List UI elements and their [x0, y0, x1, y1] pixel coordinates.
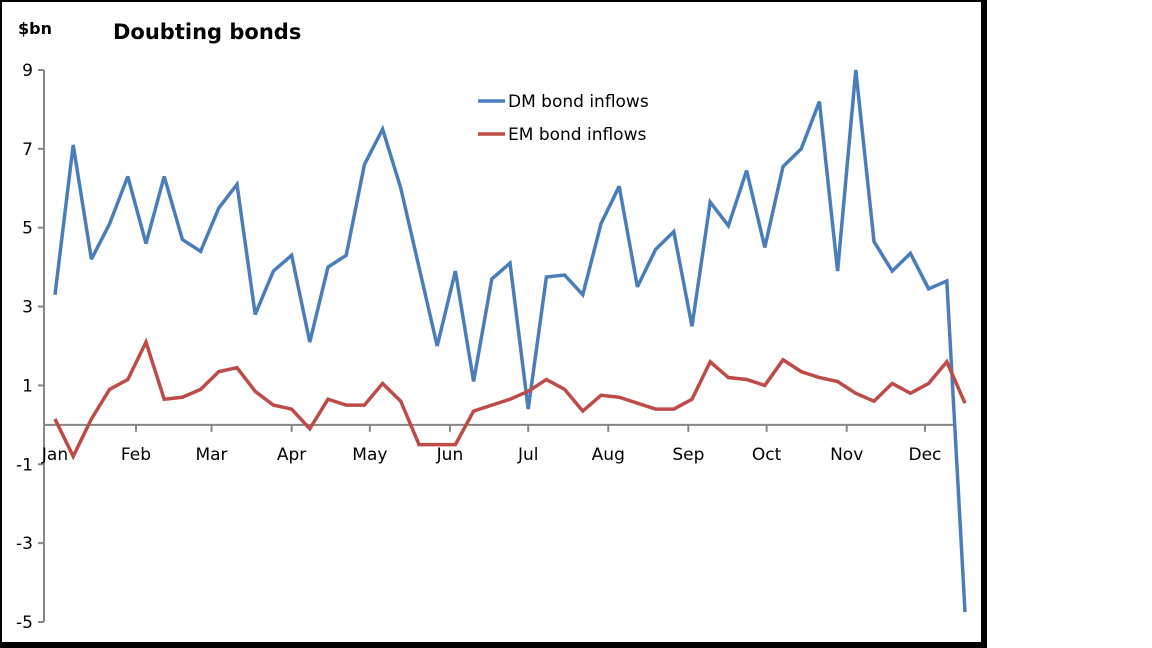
x-tick-label: Feb: [121, 445, 151, 465]
x-tick-label: Jun: [436, 445, 464, 465]
x-tick-label: Mar: [195, 445, 227, 465]
x-tick-label: Dec: [909, 445, 942, 465]
x-tick-label: Jul: [517, 445, 539, 465]
legend-label: DM bond inflows: [508, 92, 649, 112]
legend: DM bond inflows EM bond inflows: [478, 92, 649, 145]
x-tick-label: May: [352, 445, 387, 465]
x-tick-label: Oct: [752, 445, 782, 465]
y-axis-unit-label: $bn: [18, 19, 52, 38]
y-tick-label: 9: [22, 61, 33, 81]
y-tick-label: 1: [22, 376, 33, 396]
x-tick-label: Apr: [277, 445, 306, 465]
y-tick-label: -1: [16, 455, 33, 475]
x-tick-label: Sep: [672, 445, 704, 465]
y-tick-label: 7: [22, 140, 33, 160]
x-tick-label: Nov: [830, 445, 863, 465]
series-group: [53, 69, 967, 613]
legend-label: EM bond inflows: [508, 125, 646, 145]
y-tick-label: 5: [22, 219, 33, 239]
chart-frame-shadow-bottom: [0, 642, 987, 648]
series-line-em: [53, 337, 967, 461]
x-tick-label: Aug: [592, 445, 625, 465]
x-tick-label: Jan: [41, 445, 68, 465]
y-tick-label: -5: [16, 613, 33, 633]
chart-title: Doubting bonds: [113, 20, 301, 44]
chart-frame-shadow-right: [981, 0, 987, 648]
y-tick-label: 3: [22, 298, 33, 318]
y-tick-label: -3: [16, 534, 33, 554]
axes: 9 7 5 3 1 -1 -3 -5 Jan Feb Mar Apr May Jun Jul Aug Sep Oc…: [16, 61, 955, 633]
chart-frame: [0, 0, 983, 644]
series-line-dm: [53, 69, 967, 613]
